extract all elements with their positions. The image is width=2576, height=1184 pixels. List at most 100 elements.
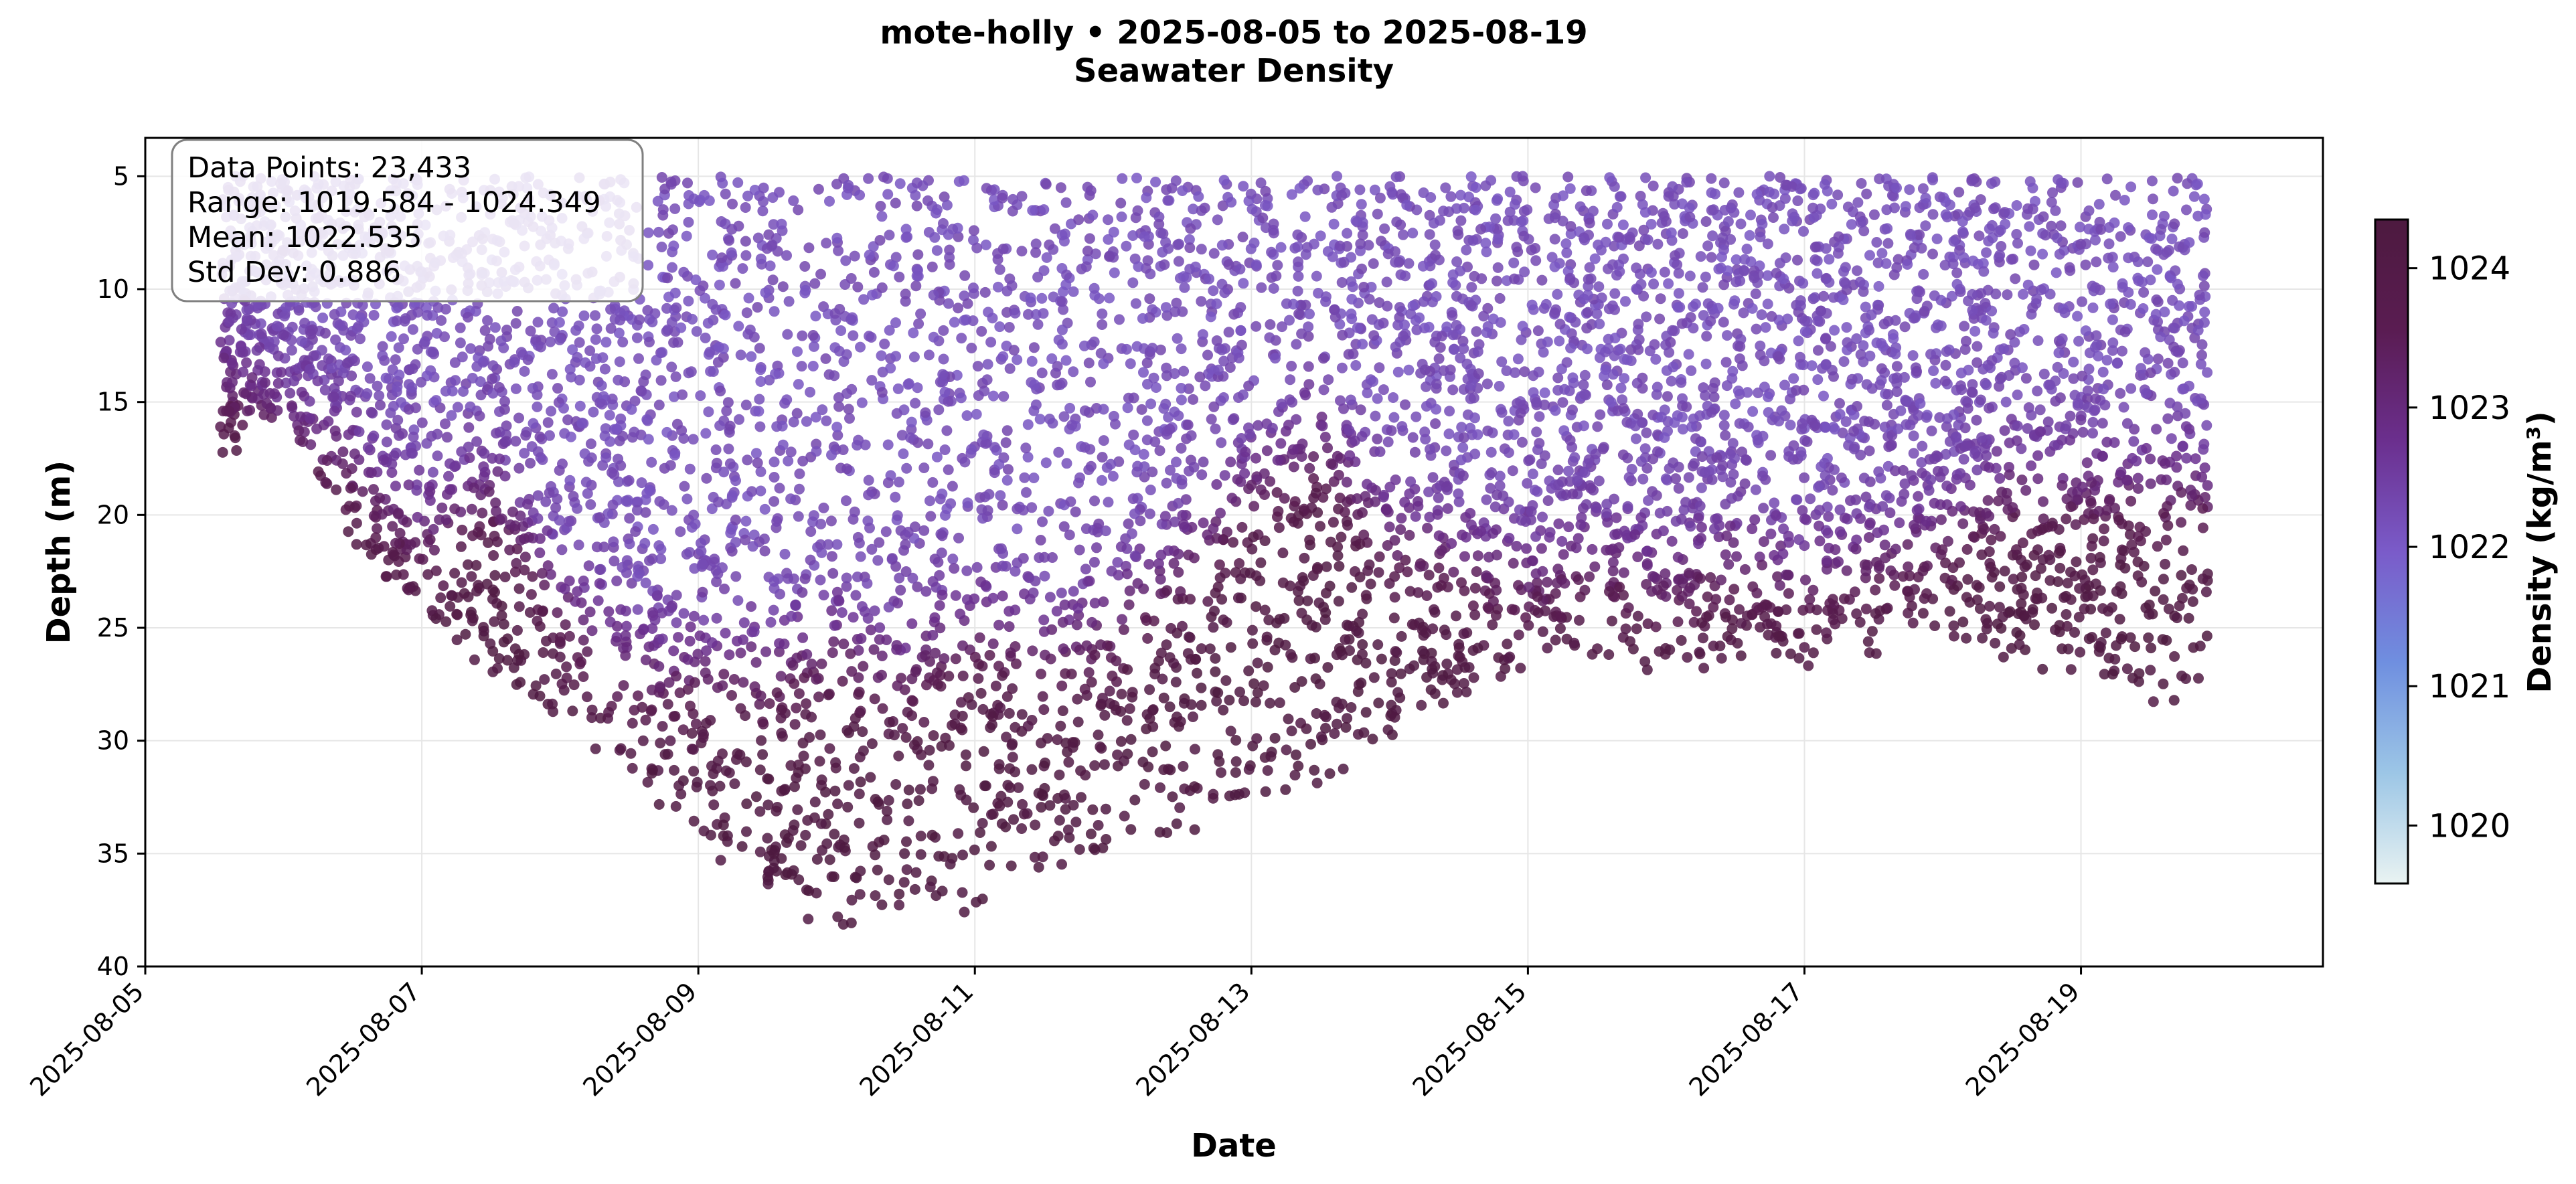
scatter-point	[1492, 549, 1502, 561]
scatter-point	[1239, 787, 1251, 798]
scatter-point	[910, 398, 921, 409]
scatter-point	[949, 317, 960, 328]
scatter-point	[892, 383, 904, 394]
scatter-point	[911, 270, 922, 282]
scatter-point	[730, 278, 741, 289]
scatter-point	[757, 205, 769, 217]
scatter-point	[1283, 713, 1294, 725]
scatter-point	[1220, 675, 1232, 686]
scatter-point	[1751, 323, 1762, 335]
scatter-point	[1540, 299, 1552, 310]
scatter-point	[1747, 523, 1758, 535]
scatter-point	[826, 605, 837, 616]
scatter-point	[1718, 410, 1730, 421]
scatter-point	[2099, 523, 2109, 535]
scatter-point	[2012, 420, 2023, 432]
scatter-point	[2125, 299, 2136, 310]
scatter-point	[1900, 201, 1911, 212]
scatter-point	[1665, 337, 1676, 348]
scatter-point	[1206, 414, 1217, 425]
scatter-point	[2065, 410, 2076, 422]
scatter-point	[661, 426, 673, 438]
scatter-point	[2057, 643, 2068, 655]
scatter-point	[1858, 340, 1869, 351]
scatter-point	[850, 590, 862, 601]
scatter-point	[682, 683, 694, 695]
scatter-point	[1542, 643, 1553, 654]
scatter-point	[618, 680, 629, 691]
scatter-point	[1455, 352, 1466, 363]
scatter-point	[1423, 321, 1435, 333]
scatter-point	[1179, 282, 1190, 293]
scatter-point	[1027, 645, 1038, 657]
scatter-point	[823, 809, 834, 820]
scatter-point	[2032, 473, 2044, 485]
scatter-point	[937, 530, 948, 541]
scatter-point	[1098, 596, 1109, 608]
scatter-point	[1265, 476, 1276, 487]
scatter-point	[1097, 319, 1108, 330]
scatter-point	[794, 483, 805, 495]
scatter-point	[617, 337, 629, 348]
scatter-point	[525, 458, 536, 469]
scatter-point	[1233, 352, 1244, 363]
scatter-point	[1360, 707, 1372, 718]
scatter-point	[1966, 386, 1978, 398]
scatter-point	[1018, 505, 1029, 516]
scatter-point	[1750, 484, 1761, 495]
scatter-point	[1233, 392, 1244, 403]
scatter-point	[630, 526, 641, 537]
scatter-point	[1386, 425, 1397, 436]
scatter-point	[1684, 598, 1695, 610]
scatter-point	[1798, 226, 1809, 237]
scatter-point	[1319, 432, 1331, 442]
scatter-point	[1531, 397, 1542, 408]
scatter-point	[1508, 257, 1520, 268]
scatter-point	[1408, 660, 1420, 671]
scatter-point	[1685, 521, 1696, 532]
scatter-point	[242, 406, 253, 417]
scatter-point	[2162, 520, 2174, 531]
scatter-point	[953, 231, 964, 242]
scatter-point	[684, 635, 696, 647]
scatter-point	[387, 547, 398, 558]
scatter-point	[1494, 381, 1505, 392]
scatter-point	[1445, 191, 1457, 202]
scatter-point	[578, 635, 589, 646]
scatter-point	[1141, 192, 1152, 203]
scatter-point	[570, 325, 582, 336]
scatter-point	[1958, 454, 1969, 465]
scatter-point	[519, 365, 530, 377]
scatter-point	[2099, 669, 2110, 680]
scatter-point	[767, 192, 779, 203]
scatter-point	[1293, 586, 1303, 597]
scatter-point	[1132, 578, 1143, 589]
scatter-point	[1174, 802, 1186, 813]
scatter-point	[1880, 258, 1892, 269]
scatter-point	[910, 867, 922, 878]
scatter-point	[1054, 769, 1065, 780]
scatter-point	[615, 743, 627, 754]
scatter-point	[1733, 187, 1745, 198]
scatter-point	[892, 680, 903, 691]
scatter-point	[478, 625, 489, 637]
scatter-point	[2087, 564, 2099, 576]
scatter-point	[1455, 454, 1467, 466]
scatter-point	[534, 547, 546, 558]
scatter-point	[1930, 377, 1941, 389]
scatter-point	[1769, 549, 1780, 561]
scatter-point	[941, 199, 953, 211]
scatter-point	[2190, 453, 2201, 464]
scatter-point	[1161, 310, 1173, 321]
scatter-point	[1347, 281, 1358, 292]
scatter-point	[1336, 362, 1348, 373]
scatter-point	[2083, 402, 2093, 413]
scatter-point	[1724, 594, 1735, 606]
scatter-point	[1696, 521, 1707, 533]
scatter-point	[2125, 495, 2137, 507]
scatter-point	[2176, 517, 2187, 528]
scatter-point	[656, 607, 667, 618]
scatter-point	[1376, 653, 1387, 665]
scatter-point	[1030, 819, 1041, 831]
scatter-point	[1720, 499, 1731, 510]
